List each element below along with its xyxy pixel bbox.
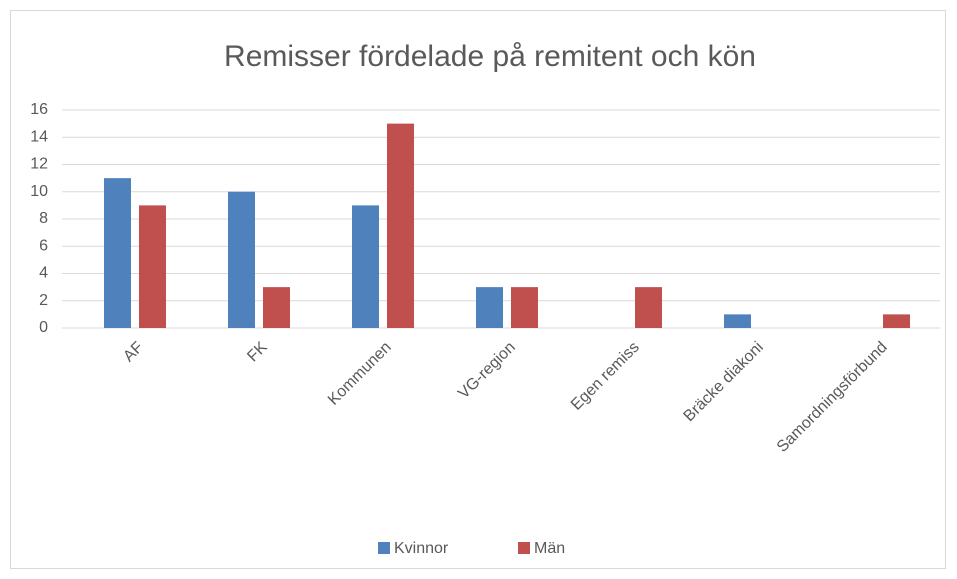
legend-label: Kvinnor (394, 540, 449, 557)
bar (228, 191, 255, 328)
bar (635, 287, 662, 328)
y-tick-label: 0 (39, 319, 48, 336)
bar (263, 287, 290, 328)
legend-label: Män (534, 540, 565, 557)
legend-swatch (378, 542, 390, 554)
bar (883, 314, 910, 328)
bar (104, 178, 131, 328)
y-tick-label: 8 (39, 210, 48, 227)
legend-swatch (518, 542, 530, 554)
bar (511, 287, 538, 328)
bar (476, 287, 503, 328)
y-tick-label: 14 (30, 128, 48, 145)
y-tick-label: 16 (30, 101, 48, 118)
y-tick-label: 12 (30, 156, 48, 173)
bar (352, 205, 379, 328)
bar (724, 314, 751, 328)
bar (139, 205, 166, 328)
bar (387, 123, 414, 328)
y-tick-label: 10 (30, 183, 48, 200)
y-tick-label: 6 (39, 237, 48, 254)
y-tick-label: 4 (39, 265, 48, 282)
chart-title: Remisser fördelade på remitent och kön (224, 40, 756, 73)
y-tick-label: 2 (39, 292, 48, 309)
